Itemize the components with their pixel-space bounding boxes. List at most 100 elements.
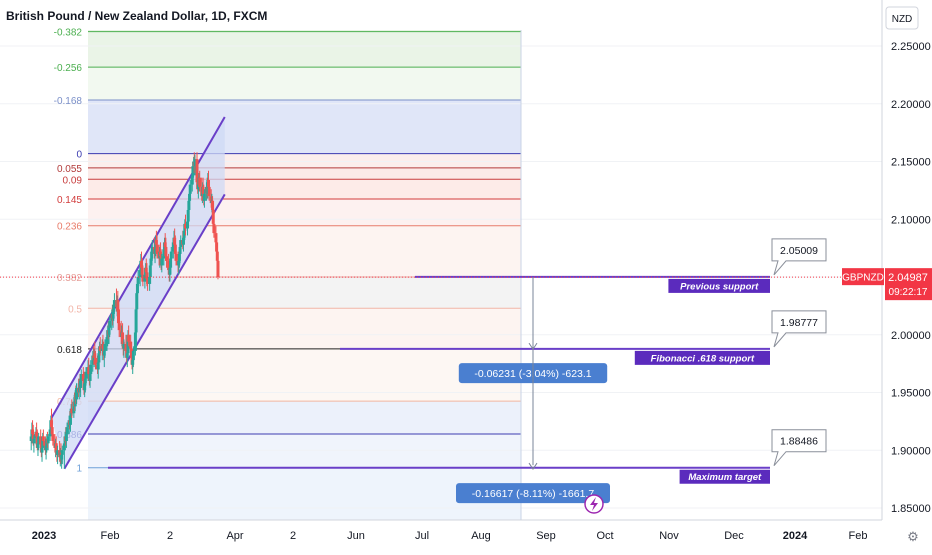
- x-tick-label: 2023: [32, 530, 56, 542]
- fib-band: [88, 348, 521, 402]
- fib-band: [88, 179, 521, 200]
- x-tick-label: Sep: [536, 530, 556, 542]
- candle-body: [146, 279, 150, 284]
- candle-body: [148, 265, 152, 277]
- candle-body: [39, 436, 43, 445]
- support-label: Maximum target: [688, 472, 762, 483]
- candle: [79, 369, 83, 388]
- candle: [65, 422, 69, 442]
- y-tick-label: 2.10000: [891, 214, 931, 226]
- candle: [188, 179, 192, 201]
- fib-level-label: 0.09: [63, 175, 83, 186]
- candle-body: [122, 343, 126, 349]
- candle-body: [98, 346, 102, 351]
- candle-body: [103, 343, 107, 351]
- fib-level-label: 0.236: [57, 222, 82, 233]
- candle-body: [202, 193, 206, 201]
- support-label-box: [634, 350, 770, 365]
- candle: [117, 313, 121, 338]
- candle-body: [126, 334, 130, 354]
- candle: [37, 432, 41, 451]
- candle: [46, 434, 50, 451]
- candle-body: [136, 277, 140, 284]
- channel-lower-line: [63, 193, 226, 470]
- fib-level-label: 0.618: [57, 345, 82, 356]
- candle-body: [158, 251, 162, 257]
- candle-body: [111, 311, 115, 319]
- candle: [89, 360, 93, 379]
- fib-level-label: -0.382: [54, 28, 83, 39]
- candle-body: [154, 240, 158, 245]
- support-label: Previous support: [680, 281, 759, 292]
- candle-body: [97, 353, 101, 363]
- candle: [41, 429, 45, 446]
- x-tick-label: 2: [167, 530, 173, 542]
- candle-body: [171, 242, 175, 252]
- fib-level-label: -0.168: [54, 96, 83, 107]
- candle: [32, 435, 36, 453]
- candle-body: [102, 350, 106, 356]
- candle-body: [215, 242, 219, 252]
- candle: [202, 189, 206, 208]
- candle-body: [41, 436, 45, 448]
- fib-band: [88, 99, 521, 154]
- candle-body: [62, 443, 66, 451]
- y-tick-label: 2.15000: [891, 157, 931, 169]
- candle-body: [41, 436, 45, 442]
- candle-body: [135, 283, 139, 294]
- candle-body: [79, 380, 83, 388]
- candle-body: [79, 374, 83, 381]
- candle: [198, 170, 202, 192]
- y-tick-label: 1.85000: [891, 503, 931, 515]
- candle-body: [75, 387, 79, 400]
- fib-level-label: 0: [76, 150, 82, 161]
- candle: [96, 360, 100, 379]
- candle-body: [65, 427, 69, 435]
- candle-body: [167, 260, 171, 271]
- candle-body: [188, 184, 192, 194]
- candle-body: [56, 450, 60, 455]
- candle: [146, 272, 150, 291]
- candle-body: [112, 300, 116, 305]
- candle-body: [31, 434, 35, 444]
- candle-body: [206, 179, 210, 187]
- candle-body: [214, 233, 218, 243]
- y-tick-label: 2.25000: [891, 41, 931, 53]
- candle-body: [108, 320, 112, 328]
- candle-body: [50, 420, 54, 428]
- candle-body: [140, 267, 144, 275]
- candle-body: [117, 323, 121, 331]
- settings-gear-icon[interactable]: ⚙: [907, 529, 919, 544]
- x-tick-label: Feb: [849, 530, 868, 542]
- candle-body: [209, 196, 213, 204]
- candle-body: [186, 210, 190, 222]
- candle-body: [150, 251, 154, 259]
- candle-body: [35, 431, 39, 437]
- candle: [108, 316, 112, 338]
- candle-body: [105, 337, 109, 344]
- currency-box[interactable]: [885, 6, 919, 30]
- y-tick-label: 1.90000: [891, 445, 931, 457]
- x-tick-label: Jul: [415, 530, 429, 542]
- candle-body: [163, 242, 167, 247]
- candle-body: [84, 371, 88, 379]
- candle-body: [211, 210, 215, 224]
- candle-body: [193, 159, 197, 167]
- candle-body: [29, 436, 33, 442]
- candle-body: [101, 343, 105, 349]
- candle-body: [177, 260, 181, 266]
- candle-body: [116, 300, 120, 310]
- candle: [136, 270, 140, 294]
- fib-level-label: 0.5: [68, 304, 82, 315]
- candle-body: [212, 223, 216, 234]
- candle-body: [121, 332, 125, 342]
- candle-body: [37, 436, 41, 444]
- candle: [207, 179, 211, 201]
- price-callout-value: 1.88486: [780, 436, 818, 448]
- candle: [179, 235, 183, 254]
- measure-label-box: [456, 483, 610, 504]
- price-callout-bubble: [771, 238, 827, 276]
- candle-body: [183, 223, 187, 229]
- candle: [60, 445, 64, 465]
